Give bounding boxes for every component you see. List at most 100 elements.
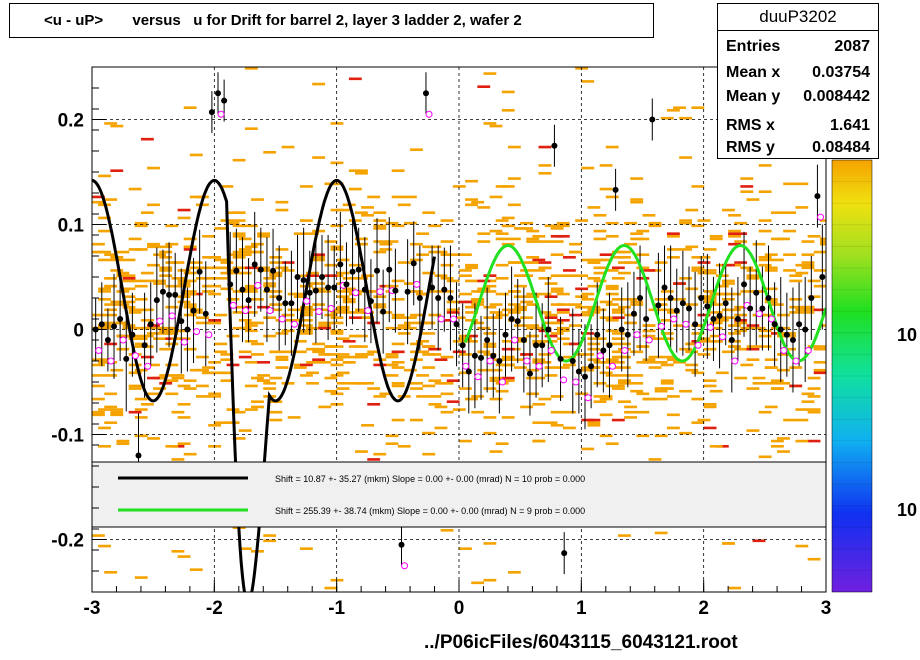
- heatmap-cell: [483, 578, 497, 582]
- profile-point: [355, 266, 362, 273]
- heatmap-cell: [581, 447, 595, 451]
- heatmap-cell: [722, 282, 735, 285]
- profile-marker: [560, 376, 568, 384]
- heatmap-cell: [318, 324, 332, 327]
- heatmap-cell: [183, 452, 197, 456]
- heatmap-cell: [385, 221, 399, 225]
- heatmap-cell: [715, 316, 729, 319]
- heatmap-cell: [544, 224, 558, 228]
- heatmap-cell: [666, 235, 680, 238]
- heatmap-cell: [752, 326, 766, 330]
- heatmap-cell: [153, 387, 167, 390]
- heatmap-cell: [715, 292, 729, 296]
- heatmap-cell: [495, 389, 509, 393]
- profile-point: [655, 302, 662, 309]
- heatmap-cell: [251, 376, 264, 380]
- heatmap-cell: [697, 418, 711, 422]
- heatmap-cell: [624, 321, 637, 325]
- profile-point: [588, 363, 595, 370]
- heatmap-cell: [764, 405, 778, 409]
- heatmap-cell: [159, 256, 173, 259]
- heatmap-cell: [734, 329, 748, 333]
- heatmap-cell: [691, 397, 705, 401]
- heatmap-cell: [140, 271, 154, 275]
- heatmap-cell: [202, 235, 215, 238]
- heatmap-cell: [526, 237, 540, 241]
- heatmap-cell: [605, 269, 619, 272]
- heatmap-cell: [104, 405, 118, 409]
- heatmap-cell: [104, 308, 118, 312]
- heatmap-cell: [104, 421, 118, 424]
- heatmap-cell: [764, 287, 778, 291]
- heatmap-cell: [691, 421, 705, 424]
- heatmap-cell: [587, 277, 601, 280]
- profile-marker: [156, 317, 164, 325]
- heatmap-cell: [605, 319, 619, 322]
- profile-point: [496, 358, 503, 364]
- heatmap-cell: [189, 266, 203, 270]
- heatmap-cell: [220, 287, 234, 291]
- heatmap-cell: [507, 145, 521, 149]
- heatmap-cell: [813, 361, 826, 364]
- heatmap-cell: [605, 221, 619, 225]
- profile-point: [533, 342, 540, 349]
- heatmap-cell: [611, 308, 625, 312]
- profile-point: [215, 90, 222, 97]
- heatmap-cell: [92, 410, 105, 414]
- heatmap-cell: [801, 266, 815, 270]
- heatmap-cell: [624, 242, 637, 246]
- profile-marker: [682, 320, 690, 328]
- heatmap-cell: [244, 287, 258, 291]
- heatmap-cell: [416, 340, 430, 343]
- heatmap-cell: [666, 395, 680, 398]
- heatmap-cell: [147, 437, 160, 440]
- heatmap-cell: [391, 298, 405, 301]
- heatmap-cell: [618, 374, 631, 377]
- heatmap-cell: [244, 324, 258, 327]
- heatmap-cell: [556, 337, 570, 340]
- heatmap-cell: [367, 403, 381, 406]
- heatmap-cell: [440, 355, 454, 359]
- heatmap-cell: [330, 316, 344, 319]
- profile-point: [386, 266, 393, 273]
- profile-point: [759, 305, 766, 312]
- profile-point: [117, 316, 124, 322]
- heatmap-cell: [189, 368, 203, 372]
- heatmap-cell: [306, 347, 319, 351]
- profile-point: [819, 274, 826, 280]
- heatmap-cell: [660, 382, 674, 385]
- heatmap-cell: [813, 308, 826, 312]
- heatmap-cell: [110, 269, 124, 272]
- heatmap-cell: [140, 279, 154, 283]
- heatmap-cell: [764, 298, 778, 301]
- heatmap-cell: [263, 334, 277, 338]
- y-tick-label: 0.2: [58, 111, 84, 132]
- heatmap-cell: [483, 72, 497, 75]
- heatmap-cell: [440, 277, 454, 280]
- heatmap-cell: [299, 374, 313, 377]
- heatmap-cell: [128, 371, 142, 375]
- heatmap-cell: [618, 382, 631, 385]
- heatmap-cell: [636, 345, 650, 348]
- heatmap-cell: [287, 308, 301, 312]
- heatmap-cell: [244, 290, 258, 293]
- heatmap-cell: [538, 240, 552, 243]
- heatmap-cell: [740, 177, 754, 180]
- heatmap-cell: [556, 292, 570, 296]
- heatmap-cell: [581, 332, 595, 335]
- profile-marker: [633, 331, 641, 339]
- heatmap-cell: [312, 258, 326, 262]
- heatmap-cell: [348, 355, 362, 359]
- heatmap-cell: [299, 311, 313, 314]
- profile-point: [398, 541, 405, 548]
- heatmap-cell: [208, 424, 222, 427]
- heatmap-cell: [299, 219, 313, 222]
- heatmap-cell: [544, 282, 558, 285]
- heatmap-cell: [159, 326, 173, 330]
- heatmap-cell: [183, 379, 197, 382]
- heatmap-cell: [611, 298, 625, 301]
- heatmap-cell: [495, 442, 509, 445]
- profile-marker: [498, 378, 506, 386]
- heatmap-cell: [391, 169, 405, 172]
- profile-point: [416, 295, 423, 301]
